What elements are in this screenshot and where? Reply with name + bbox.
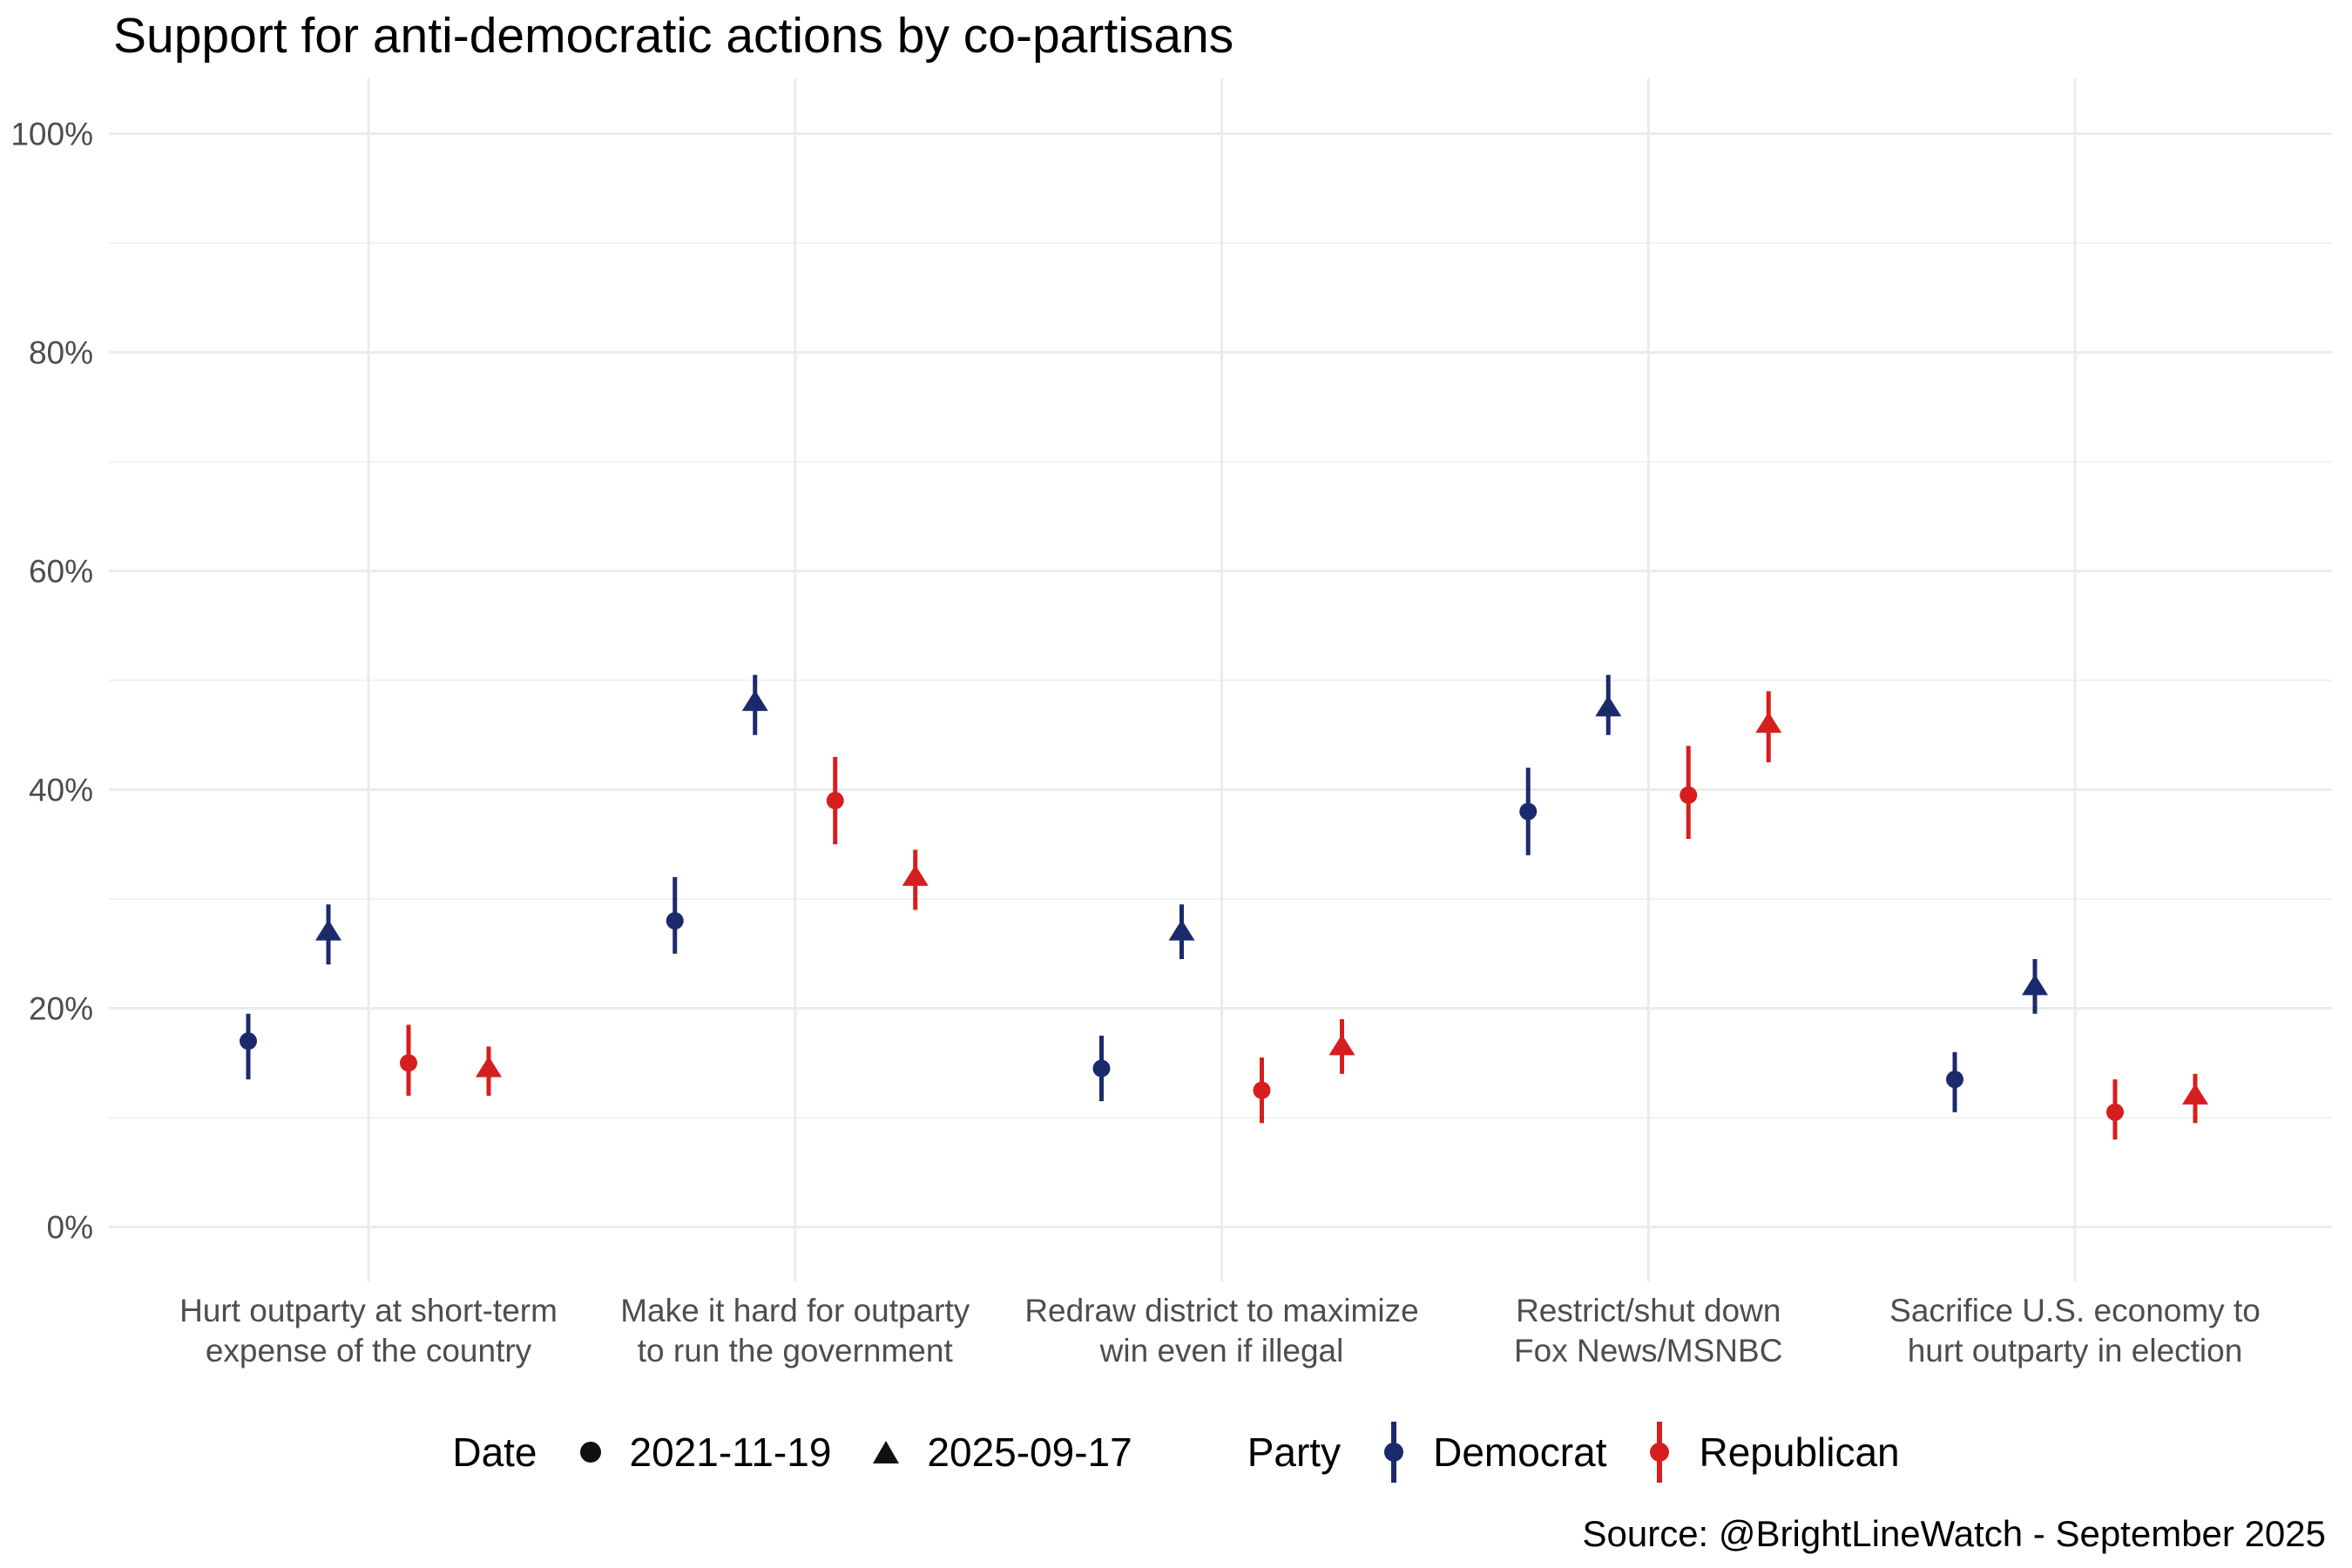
legend-democrat-label: Democrat	[1433, 1429, 1607, 1475]
data-point	[902, 849, 929, 910]
y-tick-label: 60%	[29, 554, 93, 590]
point-marker-triangle	[902, 864, 929, 886]
legend-date-2021-label: 2021-11-19	[629, 1429, 832, 1475]
point-marker-circle	[1253, 1081, 1271, 1099]
legend-item-republican: Republican	[1646, 1418, 1900, 1486]
y-tick-label: 0%	[47, 1210, 93, 1246]
point-marker-triangle	[1595, 695, 1622, 717]
chart-title: Support for anti-democratic actions by c…	[113, 8, 1234, 64]
data-point	[1946, 1051, 1963, 1112]
series-republican-2025-09-17	[476, 691, 2208, 1124]
legend-item-date-2021: 2021-11-19	[578, 1429, 832, 1476]
category-label: Make it hard for outparty	[620, 1293, 970, 1328]
data-point	[1253, 1057, 1271, 1124]
point-marker-circle	[240, 1032, 257, 1051]
category-label: Sacrifice U.S. economy to	[1889, 1293, 2261, 1328]
data-point	[315, 904, 341, 965]
data-point	[1092, 1035, 1111, 1102]
point-marker-circle	[1519, 802, 1538, 821]
point-marker-triangle	[741, 690, 768, 712]
data-point	[1755, 691, 1782, 763]
source-note: Source: @BrightLineWatch - September 202…	[1582, 1513, 2326, 1554]
chart-legend: Date 2021-11-19 2025-09-17 Party Democra…	[0, 1404, 2352, 1500]
data-point	[1328, 1019, 1355, 1074]
point-marker-triangle	[1328, 1034, 1355, 1056]
legend-item-date-2025: 2025-09-17	[871, 1429, 1132, 1476]
legend-date-2025-label: 2025-09-17	[927, 1429, 1132, 1475]
point-marker-triangle	[315, 919, 341, 941]
point-marker-circle	[1946, 1071, 1963, 1089]
data-point	[2106, 1079, 2124, 1140]
data-point	[2182, 1073, 2208, 1124]
circle-key-icon	[578, 1439, 604, 1465]
category-label: expense of the country	[206, 1333, 532, 1369]
legend-item-democrat: Democrat	[1381, 1418, 1606, 1486]
point-marker-triangle	[476, 1056, 502, 1078]
y-axis-labels: 0% 20% 40% 60% 80% 100%	[10, 117, 93, 1246]
data-point	[1168, 904, 1195, 960]
y-tick-label: 100%	[10, 117, 93, 152]
data-point	[826, 756, 844, 845]
category-label: Fox News/MSNBC	[1514, 1333, 1782, 1369]
point-marker-circle	[2106, 1103, 2124, 1121]
category-label: Redraw district to maximize	[1024, 1293, 1418, 1328]
data-point	[1595, 674, 1622, 735]
point-marker-circle	[1092, 1059, 1111, 1078]
data-point	[741, 674, 768, 735]
category-label: win even if illegal	[1099, 1333, 1344, 1369]
data-point	[1519, 767, 1538, 855]
category-label: Restrict/shut down	[1516, 1293, 1781, 1328]
republican-pointrange-icon	[1646, 1418, 1673, 1486]
legend-date-title: Date	[452, 1429, 537, 1475]
gridlines-vertical	[367, 78, 2077, 1281]
point-marker-circle	[1680, 786, 1698, 804]
y-tick-label: 40%	[29, 773, 93, 808]
legend-party-title: Party	[1247, 1429, 1342, 1475]
democrat-pointrange-icon	[1381, 1418, 1407, 1486]
point-marker-circle	[826, 792, 844, 810]
point-marker-triangle	[2182, 1083, 2208, 1105]
series-democrat-2025-09-17	[315, 674, 2048, 1014]
y-tick-label: 20%	[29, 991, 93, 1027]
x-axis-labels: Hurt outparty at short-term expense of th…	[179, 1293, 2261, 1369]
y-tick-label: 80%	[29, 335, 93, 371]
category-label: Hurt outparty at short-term	[179, 1293, 558, 1328]
data-point	[476, 1046, 502, 1096]
legend-republican-label: Republican	[1699, 1429, 1900, 1475]
data-point	[2022, 959, 2048, 1014]
category-label: to run the government	[638, 1333, 954, 1369]
data-point	[1680, 746, 1698, 839]
data-point	[666, 876, 684, 954]
data-point	[400, 1024, 417, 1096]
series-democrat-2021-11-19	[240, 767, 1963, 1112]
point-marker-circle	[400, 1054, 417, 1072]
plot-area: 0% 20% 40% 60% 80% 100% Hurt outparty at short…	[10, 78, 2332, 1369]
category-label: hurt outparty in election	[1908, 1333, 2243, 1369]
point-marker-triangle	[1168, 919, 1195, 941]
point-marker-circle	[666, 912, 684, 930]
data-point	[240, 1013, 257, 1080]
point-marker-triangle	[2022, 974, 2048, 996]
series-republican-2021-11-19	[400, 746, 2124, 1140]
point-marker-triangle	[1755, 712, 1782, 733]
triangle-key-icon	[871, 1439, 901, 1465]
